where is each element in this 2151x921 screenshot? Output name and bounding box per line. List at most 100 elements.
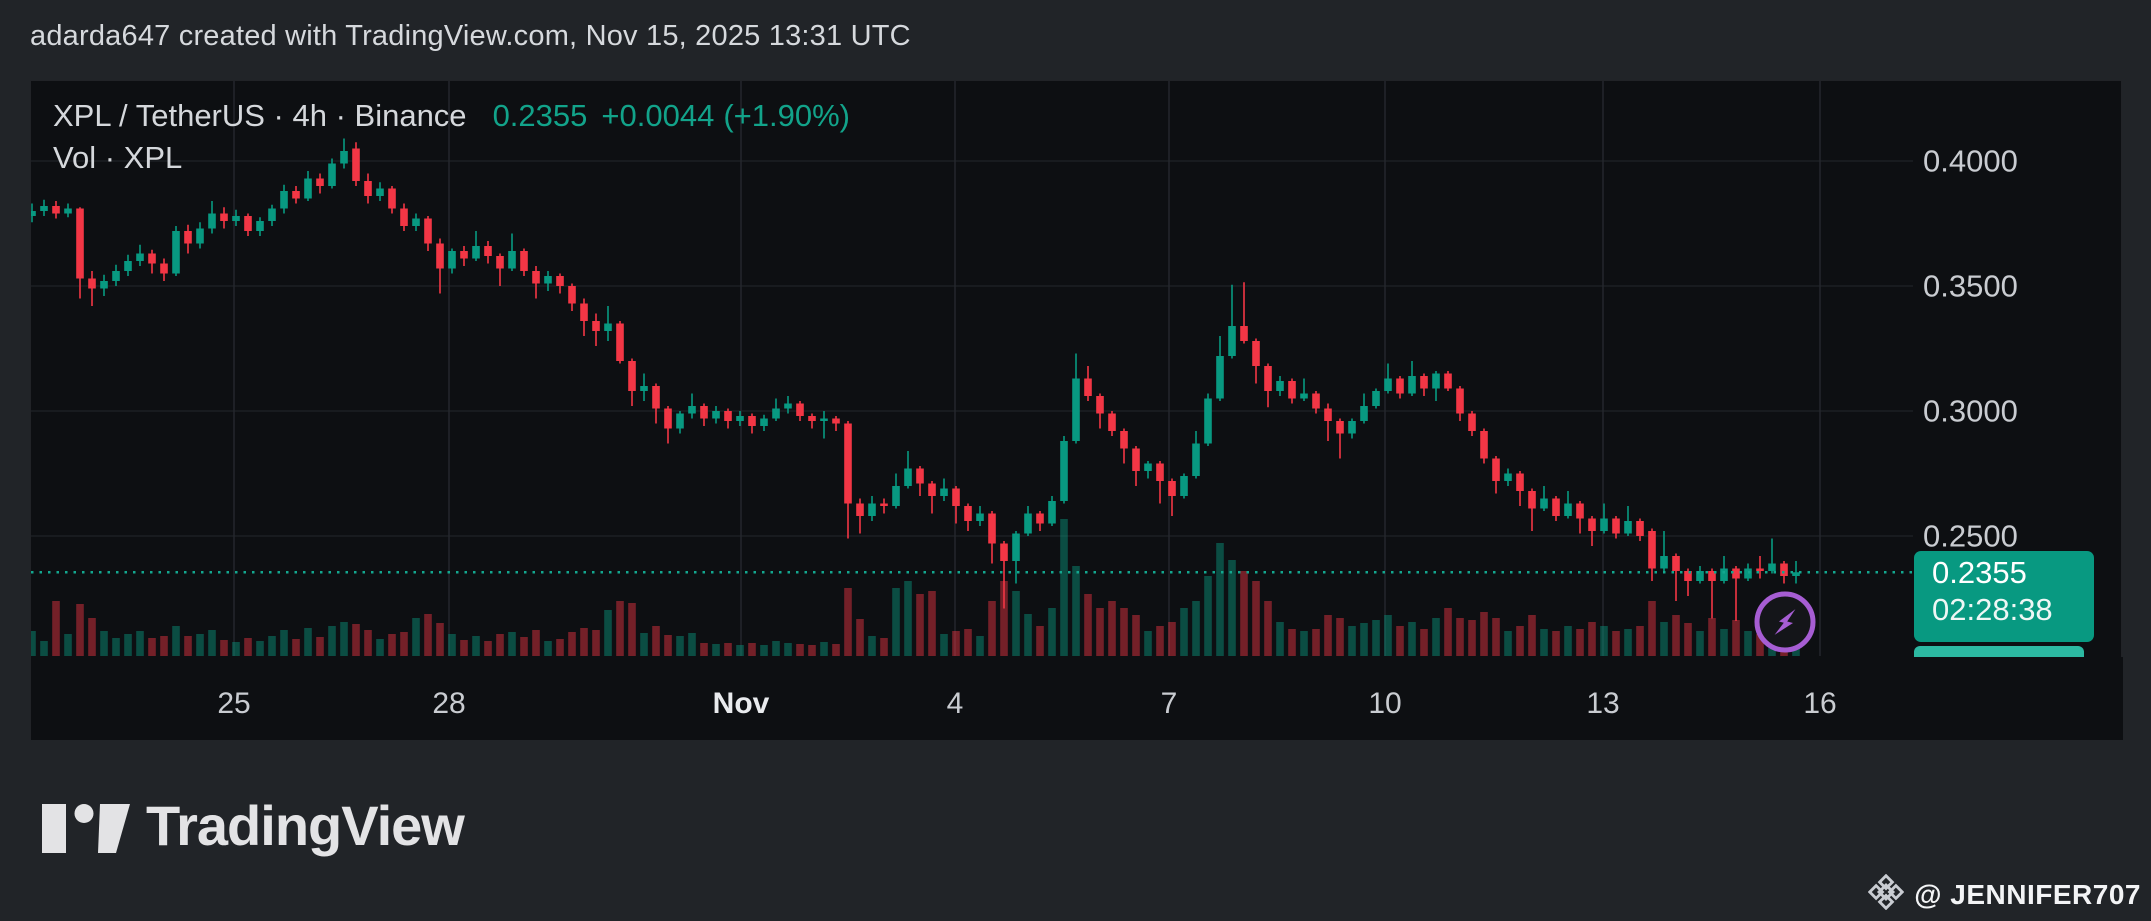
candle: [1216, 336, 1224, 401]
candle: [1108, 411, 1116, 436]
volume-bar: [220, 640, 228, 656]
candle: [652, 383, 660, 424]
volume-bar: [1024, 614, 1032, 656]
candle: [148, 249, 156, 274]
candle: [256, 217, 264, 236]
volume-bar: [472, 636, 480, 656]
price-scale[interactable]: 0.4000 0.3500 0.3000 0.2500: [1923, 144, 2018, 554]
candle: [952, 486, 960, 524]
candle: [400, 203, 408, 231]
tradingview-logo-icon[interactable]: [42, 803, 130, 853]
badge-countdown: 02:28:38: [1932, 592, 2053, 627]
candle: [916, 466, 924, 496]
volume-bar: [844, 588, 852, 656]
candle: [1156, 461, 1164, 504]
volume-bar: [1060, 519, 1068, 656]
candle: [40, 199, 48, 216]
volume-bar: [1156, 626, 1164, 656]
volume-bar: [1372, 620, 1380, 656]
candle: [196, 222, 204, 249]
volume-bar: [580, 628, 588, 656]
volume-bar: [832, 644, 840, 656]
candle: [1396, 376, 1404, 399]
volume-bar: [1540, 629, 1548, 656]
grid-lines: [31, 81, 1913, 656]
volume-bar: [232, 642, 240, 656]
volume-bar: [1732, 620, 1740, 656]
volume-bar: [520, 637, 528, 656]
volume-bar: [208, 630, 216, 656]
volume-bar: [652, 626, 660, 656]
lightning-bolt-icon[interactable]: [1754, 591, 1816, 653]
tradingview-brand-text[interactable]: TradingView: [146, 793, 465, 857]
candle: [1288, 378, 1296, 404]
candle: [1732, 566, 1740, 621]
volume-bar: [1240, 571, 1248, 656]
candle: [1120, 428, 1128, 464]
candle: [1540, 486, 1548, 511]
candle: [304, 171, 312, 201]
time-tick-label: 25: [217, 687, 250, 720]
candle: [808, 413, 816, 429]
candle: [1516, 471, 1524, 506]
candle: [1300, 378, 1308, 401]
volume-bar: [736, 645, 744, 656]
candle: [580, 298, 588, 336]
time-tick-label: 16: [1803, 687, 1836, 720]
candle: [232, 209, 240, 226]
volume-bar: [1588, 622, 1596, 656]
candle: [448, 248, 456, 274]
candle: [568, 283, 576, 311]
candle: [1756, 556, 1764, 579]
candle: [1048, 496, 1056, 526]
candle: [472, 231, 480, 261]
candle: [1360, 393, 1368, 424]
candle: [844, 421, 852, 539]
volume-bar: [256, 641, 264, 656]
volume-bar: [64, 634, 72, 656]
candle: [220, 207, 228, 229]
candle: [928, 481, 936, 514]
volume-bar: [856, 619, 864, 656]
credit-handle: @ JENNIFER707: [1914, 878, 2141, 910]
volume-bar: [1612, 631, 1620, 656]
candle: [352, 142, 360, 186]
volume-bar: [700, 643, 708, 656]
candle: [1072, 353, 1080, 444]
time-tick-label: 10: [1368, 687, 1401, 720]
volume-bar: [1288, 629, 1296, 656]
volume-bar: [112, 638, 120, 656]
time-axis-background: [31, 657, 2123, 740]
candle: [1000, 541, 1008, 609]
volume-bar: [892, 588, 900, 656]
candle: [424, 216, 432, 251]
candle: [292, 186, 300, 204]
candle: [544, 271, 552, 291]
volume-bar: [1108, 601, 1116, 656]
volume-bar: [52, 601, 60, 656]
time-scale[interactable]: 25 28 Nov 4 7 10 13 16: [217, 687, 1836, 720]
candle: [1060, 436, 1068, 504]
volume-bar: [556, 639, 564, 656]
volume-bar: [628, 603, 636, 656]
volume-bar: [268, 636, 276, 656]
volume-bar: [1144, 631, 1152, 656]
candle: [988, 511, 996, 564]
candle: [1600, 503, 1608, 534]
candle: [1252, 338, 1260, 384]
candle: [1336, 418, 1344, 459]
candle: [376, 182, 384, 201]
candle: [700, 403, 708, 426]
candle: [1636, 518, 1644, 541]
volume-bar: [940, 634, 948, 656]
candle: [1588, 516, 1596, 546]
volume-bar: [1216, 543, 1224, 656]
candle: [592, 313, 600, 346]
volume-bar: [196, 634, 204, 656]
volume-bar: [1300, 631, 1308, 656]
chart-widget[interactable]: 0.2355 02:28:38 0.4000 0.3500 0.3000 0.2500 25…: [30, 80, 2123, 740]
volume-bar: [1384, 615, 1392, 656]
candle: [1012, 531, 1020, 584]
volume-bar: [1432, 618, 1440, 656]
